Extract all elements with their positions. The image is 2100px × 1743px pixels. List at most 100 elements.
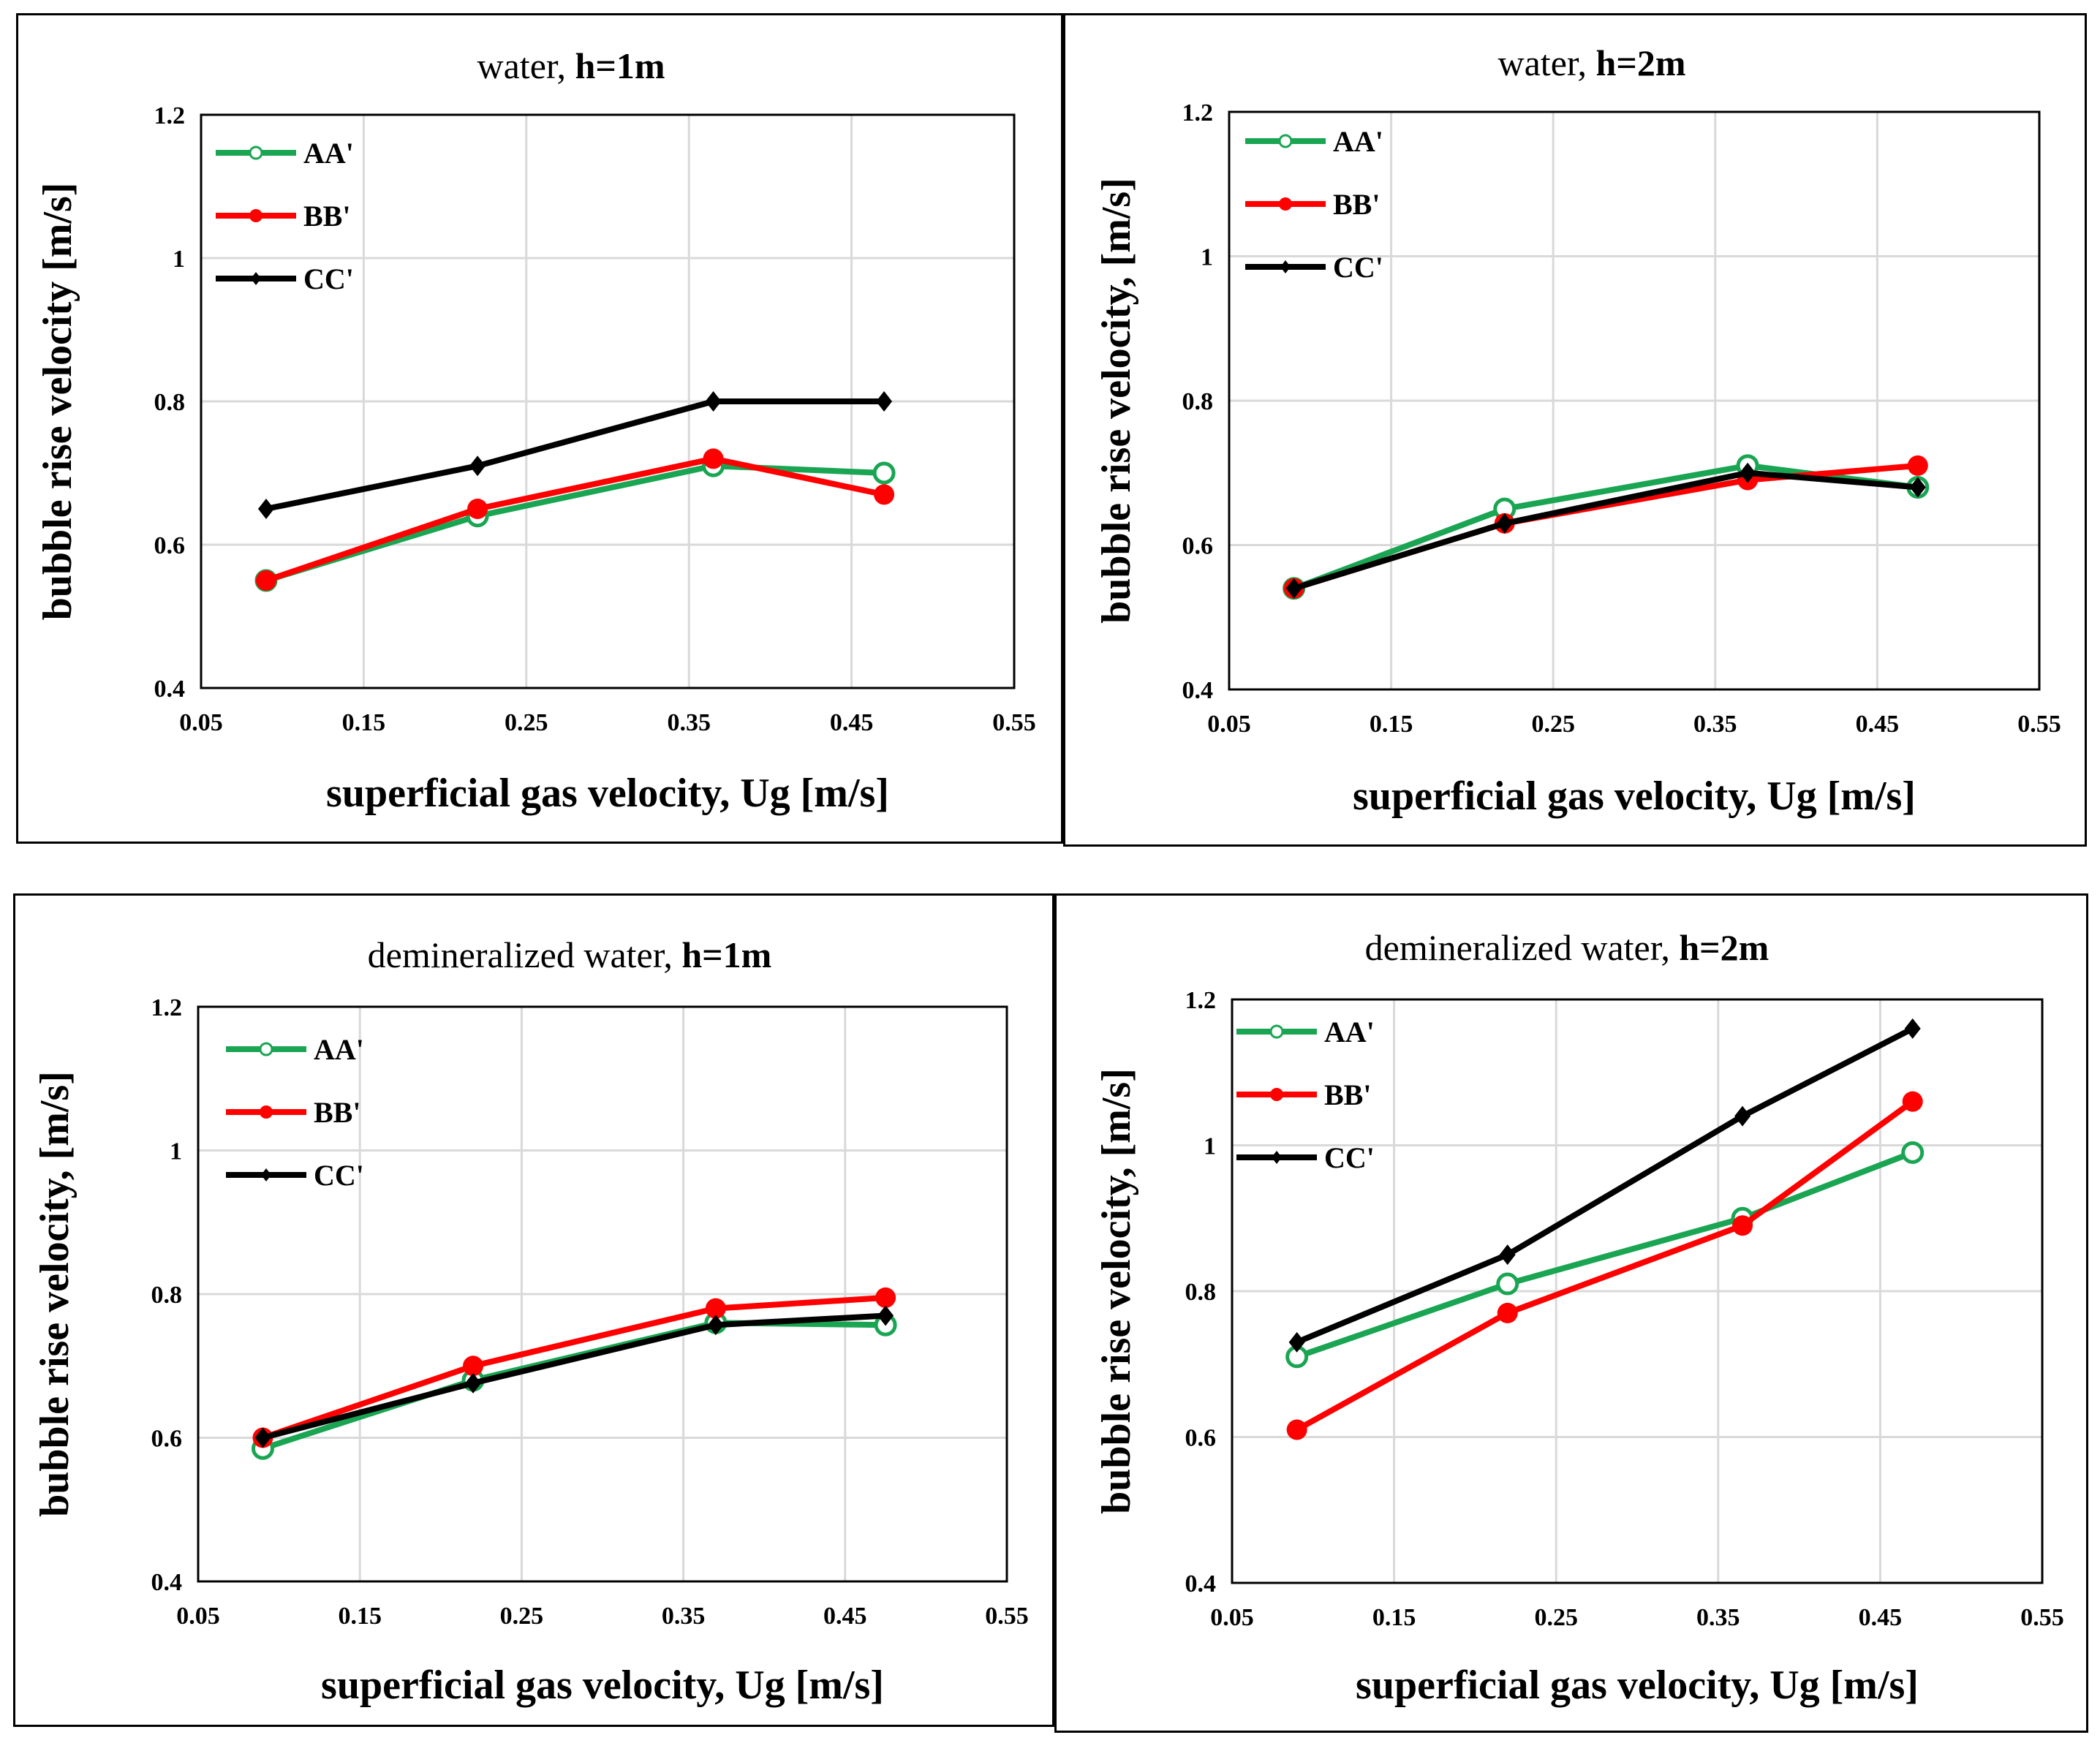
data-point-CC — [1285, 578, 1302, 599]
chart-title-prefix: water, — [477, 45, 575, 86]
y-axis-label: bubble rise velocity, [m/s] — [1094, 178, 1139, 624]
data-point-BB — [875, 1287, 896, 1308]
series-line-BB — [260, 1294, 889, 1441]
data-point-BB — [705, 1298, 726, 1319]
chart-title: water, h=1m — [477, 45, 665, 86]
legend-marker-AA — [249, 145, 263, 160]
x-tick-label: 0.45 — [830, 709, 874, 736]
data-point-BB — [703, 448, 724, 469]
legend-label-BB: BB' — [314, 1096, 360, 1129]
data-point-BB — [1286, 1419, 1307, 1440]
x-tick-label: 0.45 — [823, 1603, 867, 1630]
x-tick-label: 0.55 — [2017, 711, 2061, 738]
legend-label-CC: CC' — [1333, 251, 1383, 284]
data-point-AA — [1496, 1272, 1519, 1296]
y-tick-label: 1.2 — [154, 102, 186, 129]
x-tick-label: 0.15 — [1370, 711, 1413, 738]
x-tick-label: 0.45 — [1856, 711, 1900, 738]
legend-marker-BB — [1270, 1088, 1283, 1101]
x-axis-label: superficial gas velocity, Ug [m/s] — [326, 771, 889, 816]
data-point-CC — [1288, 1331, 1305, 1353]
data-point-CC — [1904, 1018, 1921, 1039]
y-tick-label: 0.6 — [1182, 533, 1214, 560]
chart-panel-water-h1m: 0.05 0.15 0.25 0.35 0.45 0.55 0.4 0.6 0.8 1 1.2 wat… — [16, 13, 1063, 844]
x-tick-label: 0.55 — [985, 1603, 1029, 1630]
legend-marker-CC — [1280, 260, 1291, 273]
y-axis-label: bubble rise velocity, [m/s] — [32, 1071, 78, 1517]
chart-panel-demin-water-h2m: 0.05 0.15 0.25 0.35 0.45 0.55 0.4 0.6 0.8 1 1.2 dem… — [1054, 893, 2088, 1733]
data-point-CC — [1499, 1244, 1516, 1266]
legend-label-AA: AA' — [314, 1033, 364, 1066]
legend-label-AA: AA' — [1324, 1016, 1375, 1048]
chart-title-height: h=2m — [1596, 42, 1686, 83]
series-line-AA — [263, 463, 888, 583]
y-tick-label: 1.2 — [151, 994, 183, 1021]
legend-label-AA: AA' — [303, 137, 354, 170]
y-tick-label: 0.4 — [151, 1569, 183, 1596]
x-tick-label: 0.35 — [662, 1603, 706, 1630]
plot-area-frame — [1228, 110, 2041, 691]
x-axis-label: superficial gas velocity, Ug [m/s] — [1353, 774, 1916, 819]
chart-demin-water-h2m: 0.05 0.15 0.25 0.35 0.45 0.55 0.4 0.6 0.8 1 1.2 dem… — [1094, 927, 2064, 1708]
plot-area-frame — [200, 113, 1016, 689]
y-axis-label: bubble rise velocity, [m/s] — [1094, 1068, 1139, 1514]
data-point-BB — [463, 1356, 484, 1377]
legend-label-CC: CC' — [303, 262, 354, 295]
chart-title: demineralized water, h=1m — [368, 934, 772, 975]
y-tick-label: 0.4 — [1185, 1570, 1217, 1598]
legend-marker-AA — [259, 1042, 273, 1056]
x-tick-label: 0.15 — [342, 709, 386, 736]
x-tick-label: 0.25 — [500, 1603, 544, 1630]
data-point-BB — [1902, 1091, 1923, 1112]
series-line-CC — [1293, 1025, 1916, 1345]
y-tick-label: 0.6 — [154, 532, 186, 559]
chart-title-height: h=2m — [1679, 927, 1769, 968]
data-point-CC — [1496, 513, 1513, 534]
y-tick-label: 0.8 — [154, 389, 186, 416]
legend-marker-CC — [1272, 1151, 1282, 1164]
x-tick-label: 0.05 — [179, 709, 223, 736]
x-axis-label: superficial gas velocity, Ug [m/s] — [1356, 1663, 1919, 1708]
legend-marker-AA — [1269, 1024, 1284, 1039]
data-point-CC — [469, 455, 486, 477]
data-point-BB — [1907, 455, 1928, 476]
chart-title-prefix: demineralized water, — [1365, 927, 1680, 968]
y-tick-label: 1 — [1204, 1133, 1216, 1160]
y-tick-label: 0.4 — [154, 676, 186, 703]
chart-title: demineralized water, h=2m — [1365, 927, 1769, 968]
x-tick-label: 0.45 — [1859, 1604, 1903, 1631]
y-tick-label: 1.2 — [1185, 987, 1217, 1014]
data-point-BB — [255, 570, 276, 591]
data-point-BB — [1497, 1302, 1518, 1323]
y-tick-label: 0.6 — [151, 1426, 183, 1453]
series-line-BB — [263, 455, 888, 583]
chart-demin-water-h1m: 0.05 0.15 0.25 0.35 0.45 0.55 0.4 0.6 0.8 1 1.2 dem… — [32, 934, 1029, 1708]
chart-water-h2m: 0.05 0.15 0.25 0.35 0.45 0.55 0.4 0.6 0.8 1 1.2 wat… — [1094, 42, 2061, 819]
x-tick-label: 0.05 — [1207, 711, 1251, 738]
legend-label-CC: CC' — [1324, 1141, 1375, 1174]
data-point-BB — [874, 484, 895, 505]
data-point-CC — [257, 499, 274, 519]
chart-title-prefix: demineralized water, — [368, 934, 682, 975]
legend-marker-BB — [249, 209, 262, 222]
chart-panel-demin-water-h1m: 0.05 0.15 0.25 0.35 0.45 0.55 0.4 0.6 0.8 1 1.2 dem… — [13, 893, 1054, 1727]
chart-title-height: h=1m — [681, 934, 771, 975]
legend-marker-BB — [260, 1105, 273, 1119]
legend-marker-AA — [1278, 134, 1293, 148]
series-line-CC — [260, 1312, 889, 1441]
legend-label-BB: BB' — [1324, 1078, 1371, 1111]
data-point-CC — [1740, 462, 1756, 483]
y-tick-label: 0.8 — [1182, 388, 1214, 415]
x-tick-label: 0.55 — [2020, 1604, 2064, 1631]
legend-label-CC: CC' — [314, 1159, 364, 1192]
legend-marker-CC — [261, 1168, 271, 1181]
series-line-CC — [1291, 469, 1921, 591]
legend-label-BB: BB' — [303, 200, 350, 232]
data-point-CC — [254, 1427, 271, 1448]
y-tick-label: 0.8 — [1185, 1279, 1217, 1306]
series-line-BB — [1291, 462, 1921, 591]
series-line-AA — [1291, 462, 1921, 591]
x-tick-label: 0.05 — [176, 1603, 220, 1630]
data-point-CC — [876, 391, 893, 412]
x-tick-label: 0.15 — [1372, 1604, 1416, 1631]
